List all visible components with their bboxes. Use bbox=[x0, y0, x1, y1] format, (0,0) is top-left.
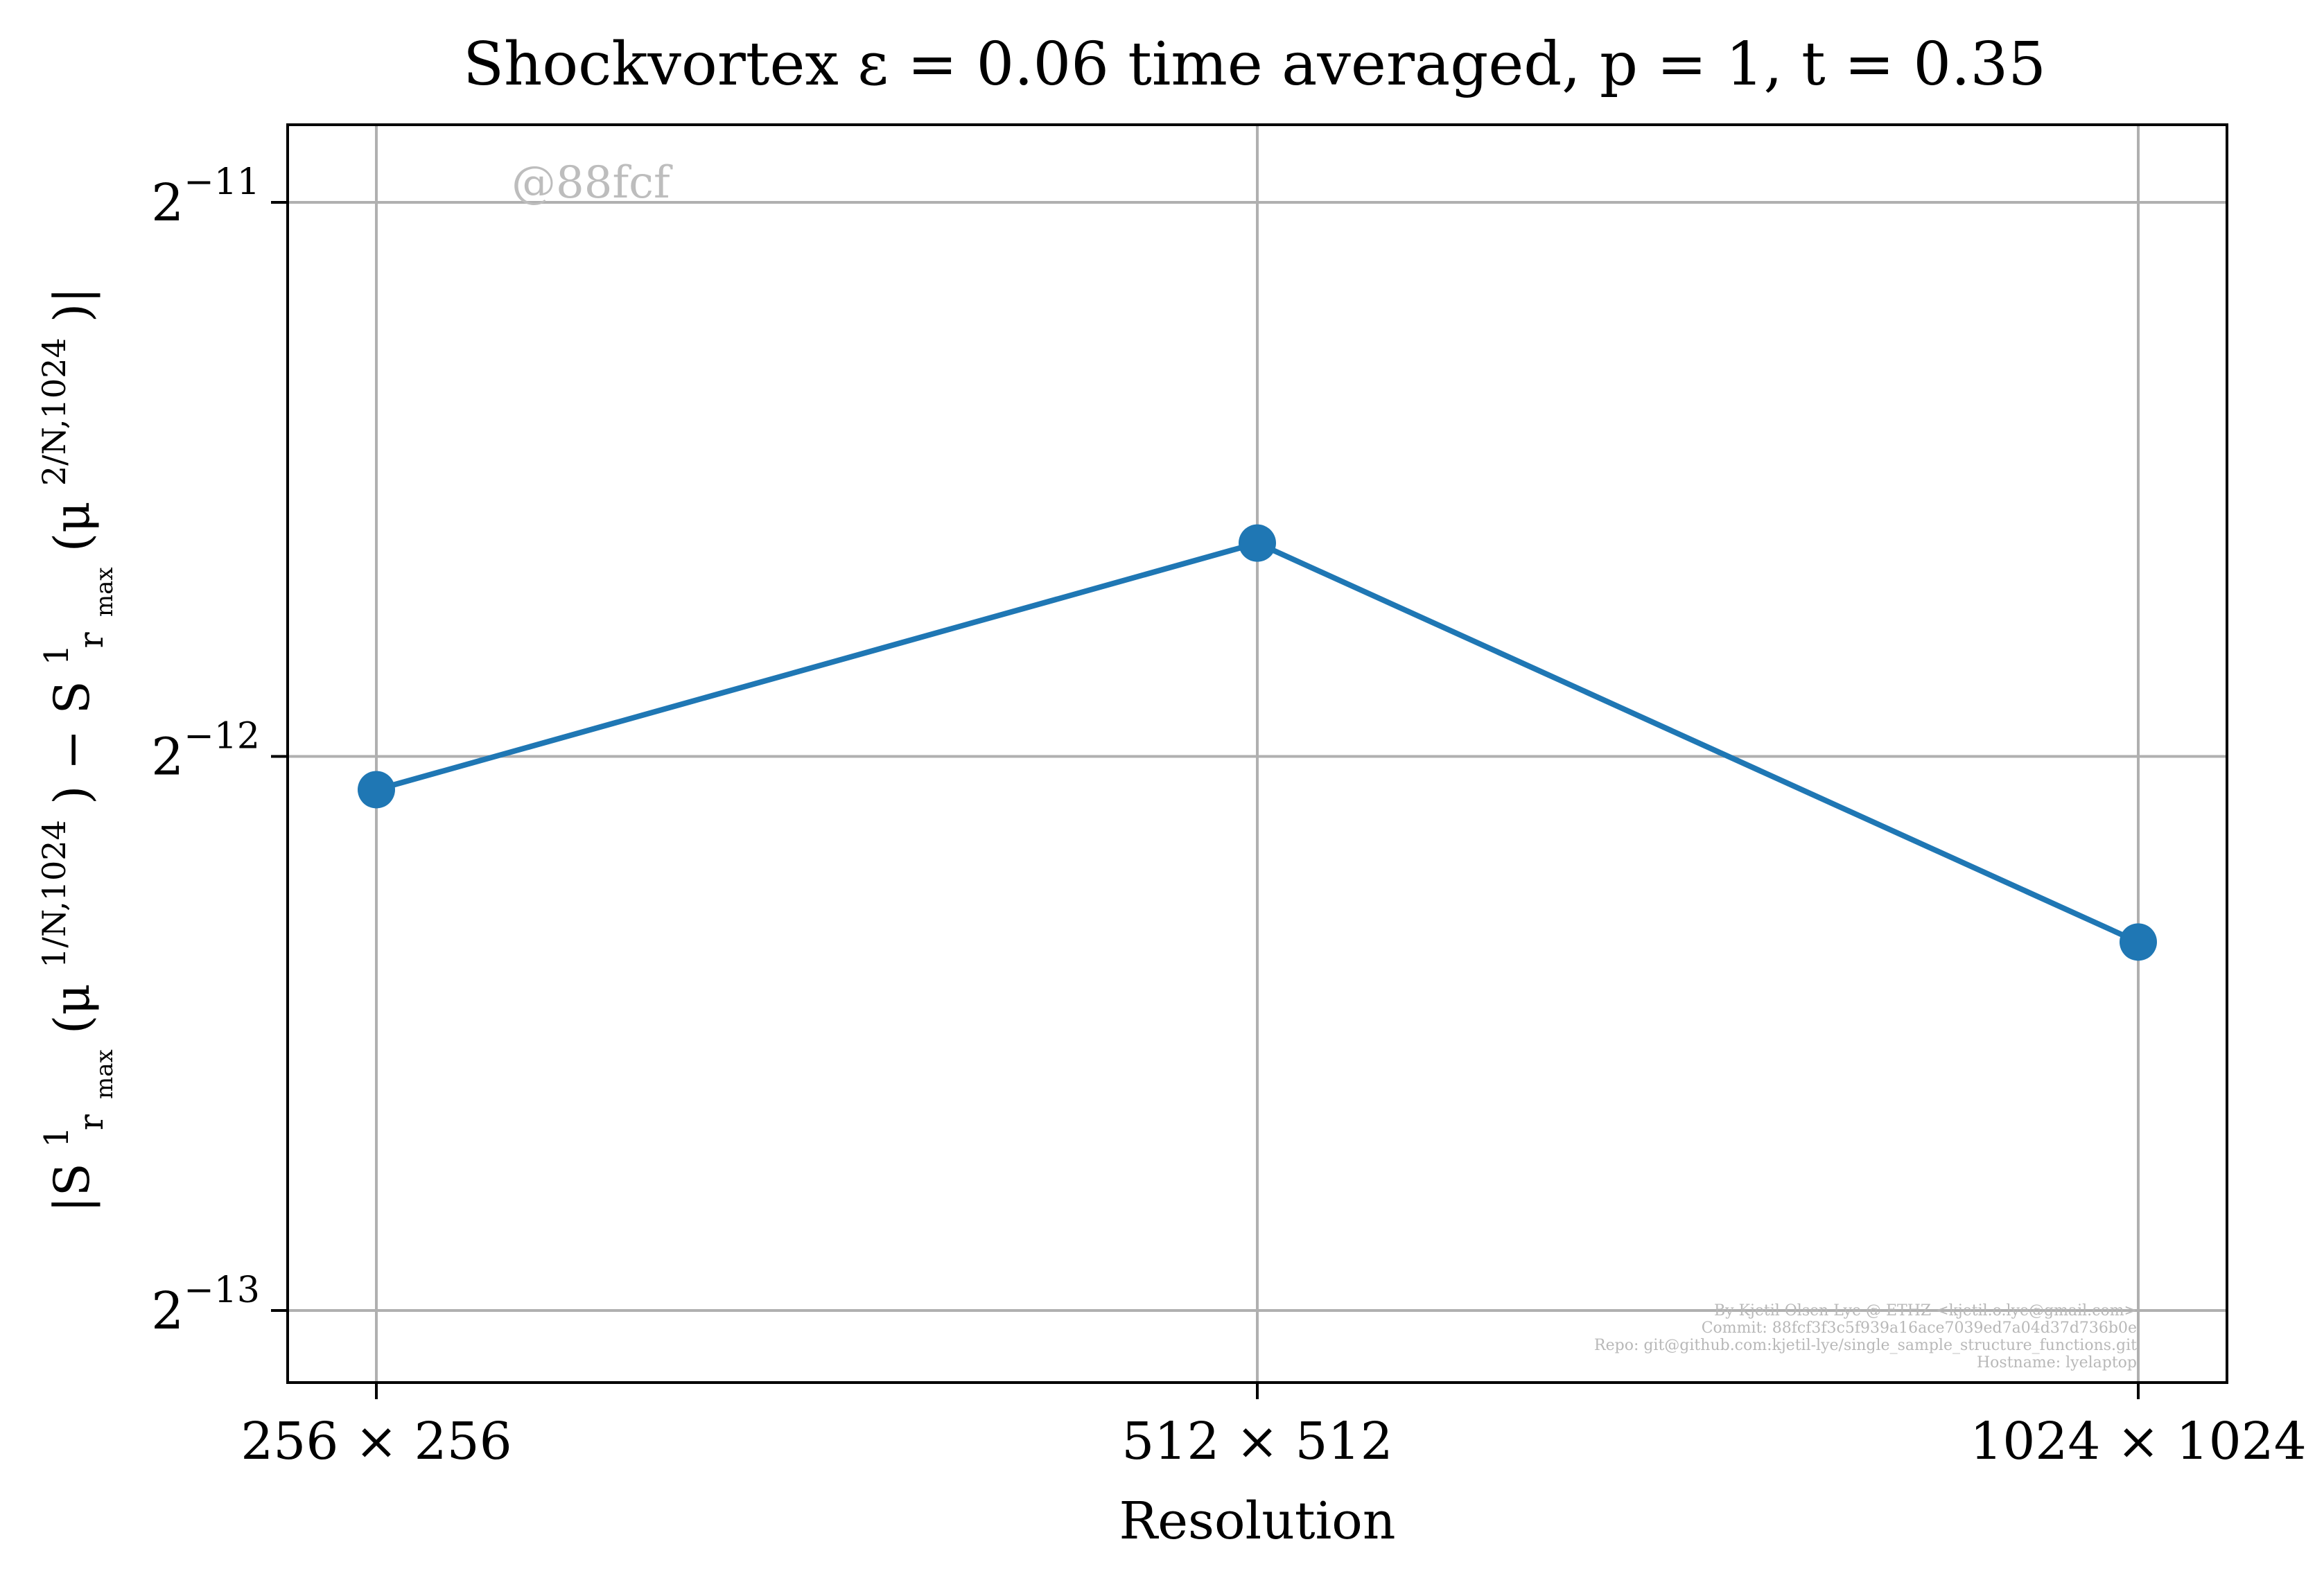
y-tick-label: 2−13 bbox=[151, 1270, 260, 1341]
x-tick-label: 512 × 512 bbox=[1121, 1412, 1393, 1471]
data-point bbox=[2120, 923, 2157, 961]
x-tick-label: 256 × 256 bbox=[241, 1412, 512, 1471]
y-tick-label: 2−11 bbox=[151, 161, 260, 233]
y-tick-label: 2−12 bbox=[151, 715, 260, 787]
data-point bbox=[1239, 524, 1276, 562]
credit-line: Hostname: lyelaptop bbox=[1977, 1354, 2137, 1371]
credits: By Kjetil Olsen Lye @ ETHZ <kjetil.o.lye… bbox=[1594, 1302, 2137, 1371]
x-tick-label: 1024 × 1024 bbox=[1970, 1412, 2307, 1471]
y-axis-label: |S 1 r max (μ 1/N,1024 ) − S 1 r max (μ … bbox=[20, 287, 124, 1213]
x-axis-label: Resolution bbox=[1119, 1491, 1396, 1551]
grid-lines bbox=[288, 125, 2227, 1383]
credit-line: Repo: git@github.com:kjetil-lye/single_s… bbox=[1594, 1337, 2137, 1354]
watermark: @88fcf bbox=[512, 157, 673, 209]
axis-ticks: 256 × 256 512 × 512 1024 × 1024 2−11 2−12 2−1… bbox=[151, 161, 2307, 1471]
data-point bbox=[358, 771, 395, 809]
chart-title: Shockvortex ε = 0.06 time averaged, p = … bbox=[463, 30, 2046, 99]
series-layer bbox=[358, 524, 2157, 961]
credit-line: By Kjetil Olsen Lye @ ETHZ <kjetil.o.lye… bbox=[1714, 1302, 2137, 1319]
credit-line: Commit: 88fcf3f3c5f939a16ace7039ed7a04d3… bbox=[1702, 1319, 2137, 1337]
